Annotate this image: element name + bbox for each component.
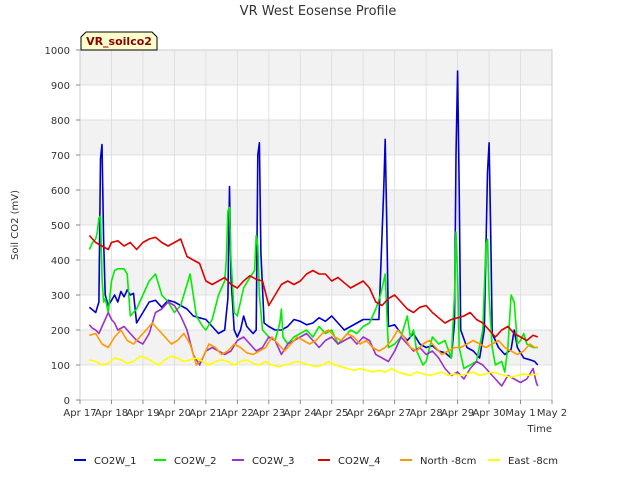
series-line-co2w-2 — [88, 206, 538, 373]
legend: CO2W_1 CO2W_2 CO2W_3 CO2W_4 North -8cm East -… — [74, 456, 558, 467]
grid-band — [80, 120, 552, 155]
y-tick-label: 100 — [51, 361, 70, 372]
x-tick-label: Apr 30 — [472, 408, 505, 419]
x-axis-title: Time — [527, 424, 552, 435]
x-tick-label: Apr 17 — [63, 408, 96, 419]
series-line-north-8cm — [89, 322, 538, 366]
grid-band — [80, 225, 552, 260]
x-tick-label: Apr 21 — [189, 408, 222, 419]
x-tick-label: Apr 19 — [126, 408, 159, 419]
x-tick-label: Apr 20 — [158, 408, 191, 419]
y-tick-label: 900 — [51, 81, 70, 92]
series-group — [88, 70, 539, 387]
grid-band — [80, 365, 552, 400]
grid-band — [80, 190, 552, 225]
x-tick-label: May 1 — [505, 408, 535, 419]
y-tick-label: 0 — [64, 396, 70, 407]
x-tick-label: Apr 27 — [378, 408, 411, 419]
grid-band — [80, 85, 552, 120]
series-line-co2w-4 — [88, 234, 539, 342]
badge: VR_soilco2 — [80, 31, 158, 51]
x-tick-label: Apr 23 — [252, 408, 285, 419]
x-tick-label: May 2 — [537, 408, 567, 419]
x-tick-label: Apr 29 — [441, 408, 474, 419]
x-tick-label: Apr 24 — [284, 408, 317, 419]
grid-band — [80, 155, 552, 190]
y-tick-label: 700 — [51, 151, 70, 162]
grid-band — [80, 260, 552, 295]
y-tick-label: 500 — [51, 221, 70, 232]
y-tick-label: 300 — [51, 291, 70, 302]
y-tick-label: 600 — [51, 186, 70, 197]
badge-box — [80, 31, 158, 51]
y-axis-ticks: 0 100 200 300 400 500 600 700 800 900 1000 — [45, 46, 80, 407]
x-tick-label: Apr 28 — [410, 408, 443, 419]
x-tick-label: Apr 18 — [95, 408, 128, 419]
y-tick-label: 200 — [51, 326, 70, 337]
series-line-co2w-3 — [88, 301, 539, 387]
x-tick-label: Apr 26 — [347, 408, 380, 419]
y-tick-label: 400 — [51, 256, 70, 267]
legend-label: East -8cm — [508, 456, 558, 467]
series-line-east-8cm — [89, 355, 538, 379]
y-axis-title: Soil CO2 (mV) — [10, 190, 21, 260]
legend-label: CO2W_2 — [174, 456, 216, 467]
grid-band — [80, 330, 552, 365]
x-tick-label: Apr 25 — [315, 408, 348, 419]
legend-label: North -8cm — [420, 456, 476, 467]
x-tick-label: Apr 22 — [221, 408, 254, 419]
chart-title: VR West Eosense Profile — [240, 4, 397, 19]
y-tick-label: 1000 — [45, 46, 70, 57]
grid-band — [80, 50, 552, 85]
legend-label: CO2W_3 — [252, 456, 294, 467]
badge-label: VR_soilco2 — [86, 35, 152, 48]
plot-background-bands — [80, 50, 552, 400]
legend-label: CO2W_1 — [94, 456, 136, 467]
legend-label: CO2W_4 — [338, 456, 380, 467]
y-tick-label: 800 — [51, 116, 70, 127]
grid-band — [80, 295, 552, 330]
